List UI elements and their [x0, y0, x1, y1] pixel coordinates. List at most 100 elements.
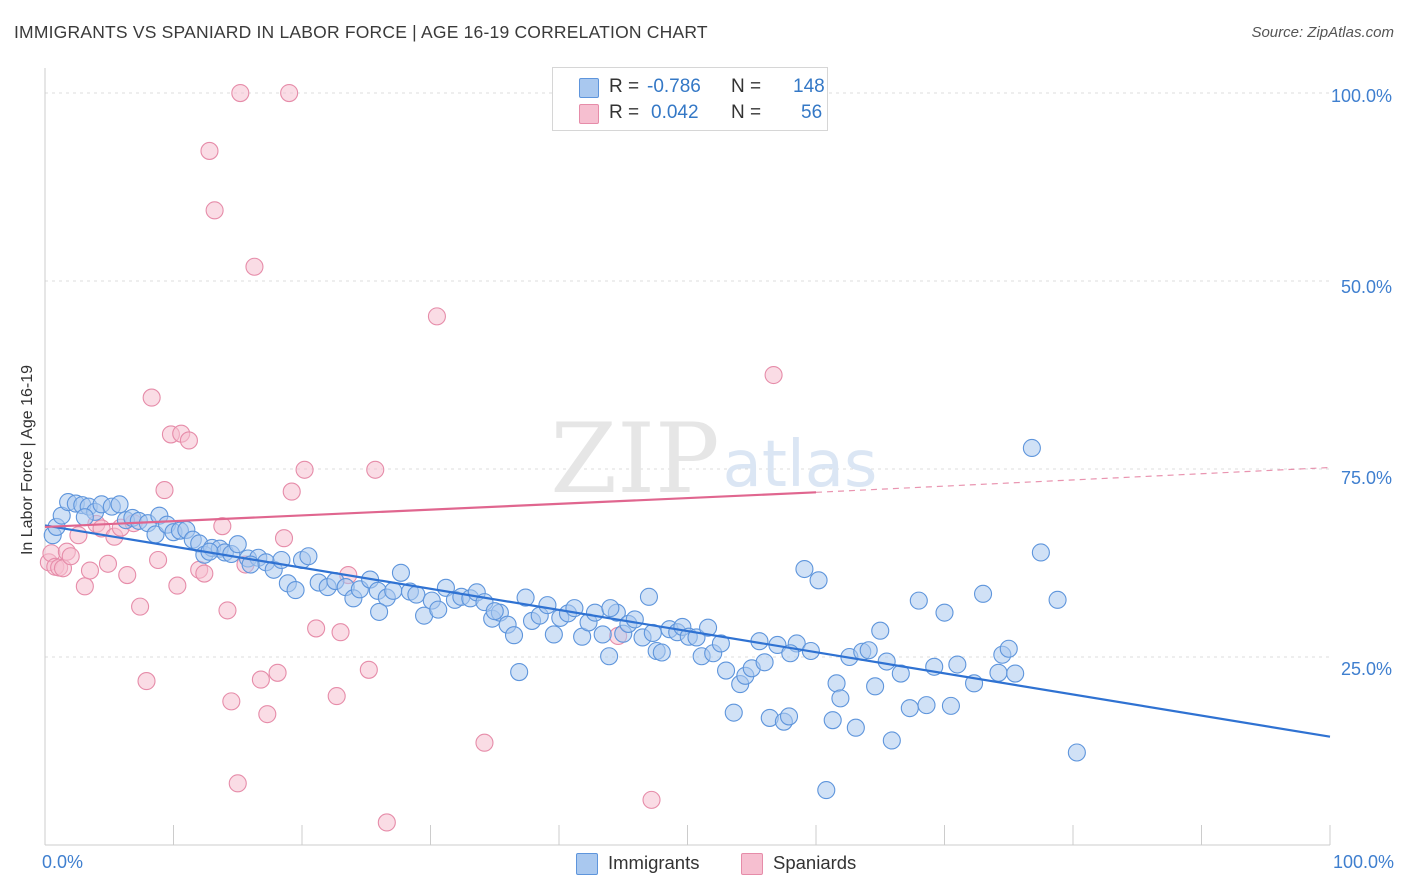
- immigrants-n-value: 148: [793, 76, 825, 97]
- immigrants-point: [877, 652, 896, 671]
- spaniards-point: [131, 597, 150, 616]
- grid-lines: [45, 92, 1330, 658]
- spaniards-point: [268, 663, 287, 682]
- immigrants-point: [917, 696, 936, 715]
- immigrants-point: [600, 647, 619, 666]
- x-tick-label-100: 100.0%: [1332, 852, 1394, 872]
- spaniards-point: [222, 692, 241, 711]
- immigrants-point: [407, 585, 426, 604]
- immigrants-point: [485, 602, 504, 621]
- immigrants-point: [228, 535, 247, 554]
- y-tick-label-25: 25.0%: [1340, 659, 1392, 679]
- trend-lines: [44, 466, 1331, 738]
- immigrants-point: [1022, 438, 1041, 458]
- immigrants-point: [900, 699, 919, 718]
- spaniards-point: [75, 577, 94, 596]
- immigrants-point: [585, 603, 605, 622]
- spaniards-point: [377, 813, 396, 832]
- immigrants-point: [299, 547, 318, 566]
- immigrants-point: [370, 602, 389, 621]
- immigrants-point: [935, 603, 954, 622]
- immigrants-point: [823, 711, 842, 730]
- spaniards-point: [118, 565, 137, 585]
- immigrants-point: [882, 731, 901, 750]
- immigrants-point: [795, 559, 814, 579]
- immigrants-point: [1006, 664, 1025, 683]
- spaniards-point: [228, 774, 247, 793]
- immigrants-swatch: [579, 78, 599, 98]
- chart-title: IMMIGRANTS VS SPANIARD IN LABOR FORCE | …: [14, 22, 708, 42]
- immigrants-r-value: -0.786: [647, 76, 701, 97]
- immigrants-legend-label: Immigrants: [608, 852, 700, 873]
- immigrants-point: [941, 696, 960, 715]
- spaniards-legend-swatch: [741, 853, 763, 875]
- spaniards-point: [231, 83, 250, 103]
- immigrants-point: [516, 588, 535, 607]
- immigrants-point: [110, 495, 129, 514]
- immigrants-point: [827, 674, 846, 693]
- spaniards-swatch: [579, 104, 599, 124]
- spaniards-point: [218, 601, 237, 620]
- immigrants-point: [909, 591, 928, 610]
- immigrants-point: [948, 655, 967, 674]
- spaniards-point: [98, 554, 118, 573]
- legend-r-label: R =: [609, 102, 640, 123]
- immigrants-point: [871, 621, 890, 640]
- legend-n-label: N =: [731, 102, 762, 123]
- spaniards-point: [258, 705, 277, 724]
- watermark: ZIP atlas: [550, 403, 877, 515]
- spaniards-point: [764, 365, 783, 385]
- immigrants-trend-line: [44, 524, 1331, 738]
- spaniards-point: [179, 431, 198, 450]
- spaniards-point: [251, 670, 270, 689]
- immigrants-point: [1048, 590, 1067, 609]
- spaniards-point: [280, 83, 299, 103]
- y-tick-label-75: 50.0%: [1340, 277, 1392, 297]
- watermark-zip: ZIP: [550, 403, 719, 515]
- immigrants-point: [1031, 543, 1050, 562]
- immigrants-point: [711, 634, 730, 653]
- immigrants-point: [831, 689, 850, 708]
- immigrants-point: [859, 641, 878, 660]
- spaniards-point: [274, 529, 294, 548]
- axes: [44, 68, 1331, 846]
- spaniards-point: [427, 307, 446, 326]
- spaniards-r-value: 0.042: [651, 102, 699, 123]
- spaniards-point: [642, 790, 661, 809]
- legend-n-label: N =: [731, 76, 762, 97]
- spaniards-point: [168, 576, 187, 595]
- spaniards-trend-line: [44, 491, 817, 529]
- spaniards-point: [282, 482, 301, 501]
- y-tick-label-50: 75.0%: [1340, 468, 1392, 488]
- legend-r-label: R =: [609, 76, 640, 97]
- spaniards-point: [359, 660, 378, 679]
- spaniards-point: [366, 460, 385, 479]
- spaniards-point: [295, 460, 314, 479]
- spaniards-point: [213, 517, 232, 536]
- immigrants-point: [866, 677, 885, 696]
- immigrants-point: [755, 653, 774, 672]
- immigrants-point: [973, 584, 993, 603]
- immigrants-point: [779, 707, 799, 726]
- immigrants-point: [510, 662, 529, 682]
- spaniards-point: [245, 257, 264, 276]
- spaniards-point: [331, 623, 350, 642]
- spaniards-point: [327, 687, 346, 706]
- spaniards-point: [200, 141, 219, 160]
- spaniards-legend-label: Spaniards: [773, 852, 857, 873]
- immigrants-point: [384, 581, 403, 600]
- immigrants-point: [846, 718, 865, 737]
- spaniards-point: [307, 619, 326, 638]
- spaniards-n-value: 56: [801, 102, 823, 123]
- immigrants-point: [817, 781, 836, 800]
- spaniards-point: [137, 672, 156, 691]
- immigrants-point: [724, 703, 743, 722]
- spaniards-point: [475, 733, 494, 752]
- immigrants-point: [1067, 743, 1086, 762]
- immigrants-point: [504, 626, 524, 645]
- spaniards-trend-extension: [815, 466, 1331, 493]
- x-tick-label-0: 0.0%: [42, 852, 84, 872]
- immigrants-point: [601, 599, 620, 618]
- immigrants-point: [429, 600, 448, 619]
